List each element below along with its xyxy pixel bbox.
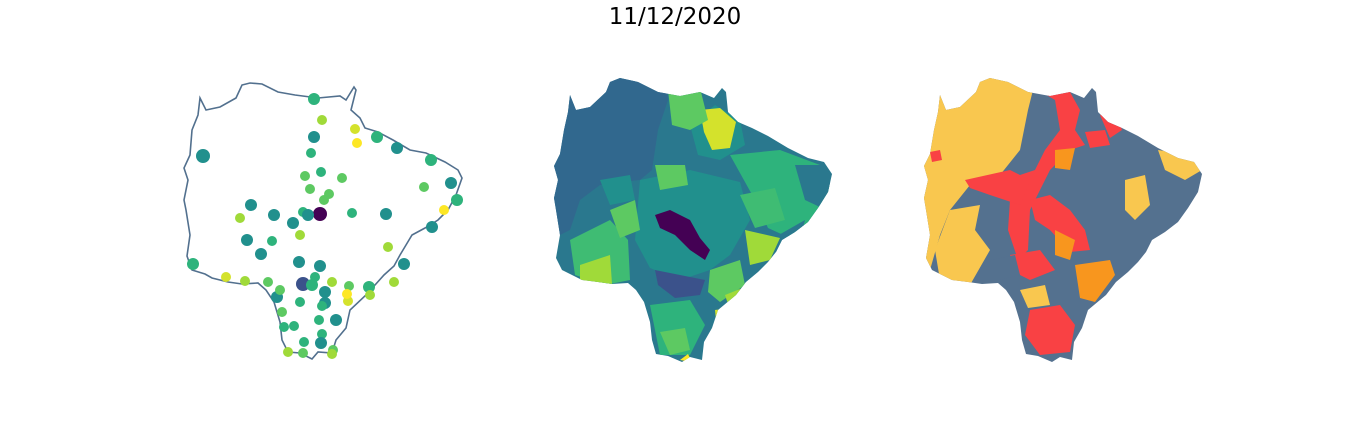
map-point: [268, 209, 280, 221]
map-point: [350, 124, 360, 134]
map-point: [344, 281, 354, 291]
map-point: [306, 148, 316, 158]
map-point: [221, 272, 231, 282]
figure-title: 11/12/2020: [608, 4, 742, 30]
map-point: [451, 194, 463, 206]
map-point: [196, 149, 210, 163]
map-point: [300, 171, 310, 181]
map-point: [317, 115, 327, 125]
category-panel: [910, 70, 1210, 370]
map-point: [319, 286, 331, 298]
map-point: [283, 347, 293, 357]
points-layer: [187, 93, 463, 359]
map-point: [295, 297, 305, 307]
map-point: [371, 131, 383, 143]
choropleth-map: [554, 78, 832, 362]
map-point: [342, 289, 352, 299]
map-point: [277, 307, 287, 317]
map-point: [313, 207, 327, 221]
map-point: [298, 348, 308, 358]
map-point: [275, 285, 285, 295]
map-point: [235, 213, 245, 223]
map-point: [314, 260, 326, 272]
map-point: [380, 208, 392, 220]
map-point: [296, 277, 310, 291]
map-point: [187, 258, 199, 270]
map-point: [305, 184, 315, 194]
map-point: [293, 256, 305, 268]
map-point: [306, 279, 318, 291]
point-map: [183, 82, 463, 360]
state-outline: [183, 82, 463, 360]
map-point: [365, 290, 375, 300]
map-point: [352, 138, 362, 148]
map-point: [327, 349, 337, 359]
map-point: [279, 322, 289, 332]
map-point: [245, 199, 257, 211]
choropleth-panel: [540, 70, 840, 370]
category-regions: [924, 78, 1202, 362]
category-map: [924, 78, 1202, 362]
map-point: [330, 314, 342, 326]
map-point: [314, 315, 324, 325]
map-point: [317, 301, 327, 311]
map-point: [327, 277, 337, 287]
map-point: [302, 209, 314, 221]
map-point: [263, 277, 273, 287]
map-point: [241, 234, 253, 246]
map-point: [363, 281, 375, 293]
map-point: [425, 154, 437, 166]
map-point: [295, 230, 305, 240]
map-point: [319, 195, 329, 205]
map-point: [347, 208, 357, 218]
map-point: [308, 131, 320, 143]
map-point: [287, 217, 299, 229]
map-point: [337, 173, 347, 183]
choropleth-regions: [554, 78, 832, 362]
map-point: [240, 276, 250, 286]
map-point: [439, 205, 449, 215]
map-point: [299, 337, 309, 347]
map-point: [267, 236, 277, 246]
map-point: [308, 93, 320, 105]
map-point: [398, 258, 410, 270]
map-point: [391, 142, 403, 154]
map-point: [389, 277, 399, 287]
map-point: [383, 242, 393, 252]
map-point: [426, 221, 438, 233]
map-point: [419, 182, 429, 192]
point-map-panel: [170, 70, 470, 370]
map-point: [255, 248, 267, 260]
map-point: [317, 329, 327, 339]
map-point: [289, 321, 299, 331]
map-point: [445, 177, 457, 189]
map-point: [315, 337, 327, 349]
map-point: [316, 167, 326, 177]
